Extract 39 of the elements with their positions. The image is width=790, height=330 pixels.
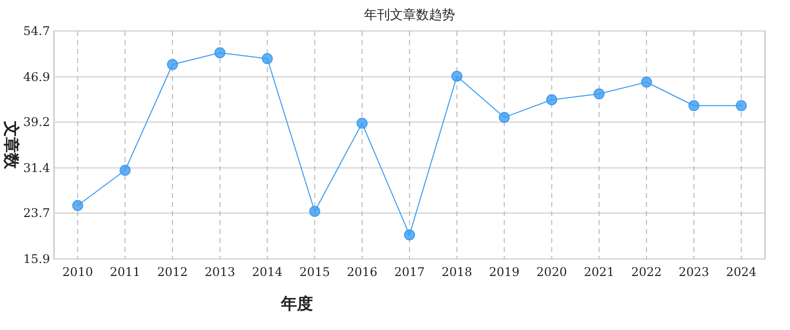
y-tick-label: 31.4 xyxy=(23,160,50,175)
x-tick-label: 2023 xyxy=(678,265,710,279)
x-axis-title: 年度 xyxy=(280,294,313,313)
x-tick-label: 2010 xyxy=(62,265,93,279)
x-tick-label: 2021 xyxy=(584,265,614,279)
y-tick-label: 46.9 xyxy=(23,70,50,84)
x-tick-label: 2024 xyxy=(726,265,757,279)
point xyxy=(594,88,605,100)
y-tick-label: 23.7 xyxy=(23,206,50,220)
point xyxy=(498,112,510,123)
x-tick-label: 2014 xyxy=(252,265,283,279)
point xyxy=(546,94,558,106)
point xyxy=(309,206,320,217)
x-tick-label: 2017 xyxy=(394,265,425,279)
point xyxy=(641,76,652,88)
point xyxy=(356,118,368,129)
y-tick-label: 39.2 xyxy=(23,115,50,130)
point xyxy=(262,53,273,64)
y-axis-title: 文章数 xyxy=(2,120,21,170)
point xyxy=(72,200,84,212)
x-tick-label: 2018 xyxy=(442,265,472,279)
y-tick-label: 54.7 xyxy=(23,24,50,38)
point xyxy=(167,58,178,70)
x-tick-label: 2022 xyxy=(631,265,662,279)
y-tick-label: 15.9 xyxy=(23,252,50,266)
x-tick-label: 2020 xyxy=(536,265,567,279)
point xyxy=(214,47,226,58)
x-tick-label: 2019 xyxy=(489,265,520,279)
point xyxy=(451,70,462,82)
x-tick-label: 2011 xyxy=(110,265,140,279)
point xyxy=(688,100,700,112)
point xyxy=(120,164,131,176)
x-tick-label: 2015 xyxy=(299,265,330,279)
x-tick-label: 2012 xyxy=(157,265,188,279)
chart-title: 年刊文章数趋势 xyxy=(364,8,455,23)
x-tick-label: 2016 xyxy=(346,265,378,279)
point xyxy=(404,229,415,240)
point xyxy=(736,100,747,112)
x-tick-label: 2013 xyxy=(204,265,236,279)
